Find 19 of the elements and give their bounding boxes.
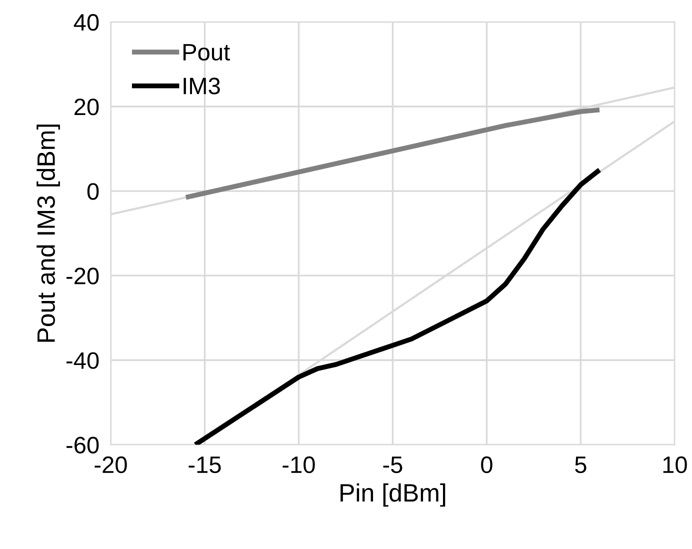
y-tick-label: 40 <box>74 14 99 31</box>
x-tick-label: 5 <box>575 456 586 474</box>
x-axis-title: Pin [dBm] <box>340 483 446 507</box>
y-axis-title: Pout and IM3 [dBm] <box>36 124 60 342</box>
legend-label: Pout <box>183 44 230 61</box>
legend-label: IM3 <box>184 78 220 94</box>
x-tick-label: -15 <box>188 456 221 474</box>
y-tick-label: 0 <box>87 183 99 200</box>
x-tick-label: -20 <box>94 456 127 474</box>
y-tick-label: -60 <box>66 436 99 454</box>
x-tick-label: 10 <box>663 456 687 474</box>
y-tick-label: -40 <box>66 352 99 369</box>
x-tick-label: -10 <box>282 456 315 474</box>
y-tick-label: 20 <box>74 98 99 116</box>
x-tick-label: 0 <box>481 456 492 474</box>
y-tick-label: -20 <box>66 268 99 284</box>
line-series <box>192 167 602 445</box>
line-series <box>183 107 602 200</box>
x-tick-label: -5 <box>383 456 402 474</box>
